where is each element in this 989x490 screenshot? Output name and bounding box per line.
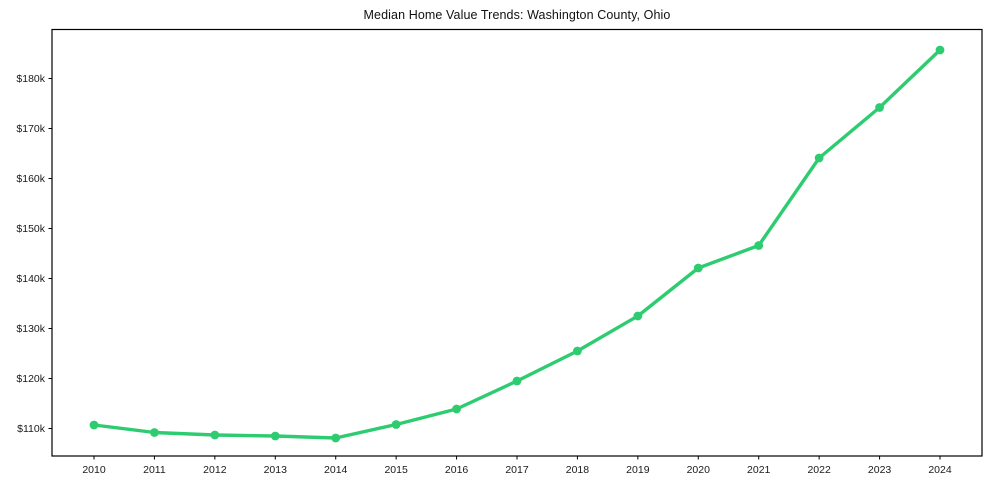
x-tick-label-2010: 2010 (82, 464, 106, 476)
data-point-2024 (935, 45, 945, 55)
x-tick-label-2019: 2019 (626, 464, 650, 476)
data-point-2017 (512, 376, 522, 386)
chart-title: Median Home Value Trends: Washington Cou… (363, 8, 671, 22)
y-axis: $110k $120k $130k $140k $150k $160k $170k $180k (16, 73, 52, 435)
x-tick-label-2018: 2018 (566, 464, 590, 476)
data-point-2018 (573, 346, 582, 356)
x-tick-label-2015: 2015 (384, 464, 408, 476)
x-tick-label-2013: 2013 (264, 464, 288, 476)
data-points (89, 45, 945, 443)
data-point-2015 (391, 420, 401, 429)
y-tick-label: $130k (16, 323, 45, 335)
x-tick-label-2011: 2011 (143, 464, 166, 476)
x-tick-label-2020: 2020 (687, 464, 711, 476)
data-point-2022 (814, 153, 824, 163)
data-point-2010 (89, 420, 99, 430)
data-point-2012 (210, 430, 220, 440)
x-tick-label-2023: 2023 (868, 464, 892, 476)
data-point-2013 (270, 431, 280, 441)
x-tick-label-2021: 2021 (747, 464, 771, 476)
y-tick-label: $110k (17, 423, 46, 435)
y-tick-label: $180k (16, 73, 45, 85)
data-point-2020 (693, 263, 703, 273)
data-point-2016 (452, 404, 461, 414)
x-tick-label-2022: 2022 (807, 464, 831, 476)
y-tick-label: $150k (16, 223, 45, 235)
y-tick-label: $140k (16, 273, 45, 285)
data-point-2011 (150, 428, 159, 437)
x-tick-label-2014: 2014 (324, 464, 348, 476)
data-point-2021 (754, 241, 764, 250)
y-tick-label: $160k (16, 173, 45, 185)
data-point-2023 (875, 103, 884, 112)
x-tick-label-2024: 2024 (928, 464, 952, 476)
x-tick-label-2012: 2012 (203, 464, 227, 476)
data-point-2019 (633, 311, 643, 321)
plot-frame (51, 28, 983, 457)
x-axis: 2010 2011 2012 2013 2014 2015 2016 2017 2018 2019… (82, 456, 952, 476)
x-tick-label-2016: 2016 (445, 464, 469, 476)
y-tick-label: $120k (16, 373, 45, 385)
y-tick-label: $170k (16, 123, 45, 135)
data-point-2014 (331, 433, 341, 443)
x-tick-label-2017: 2017 (505, 464, 529, 476)
